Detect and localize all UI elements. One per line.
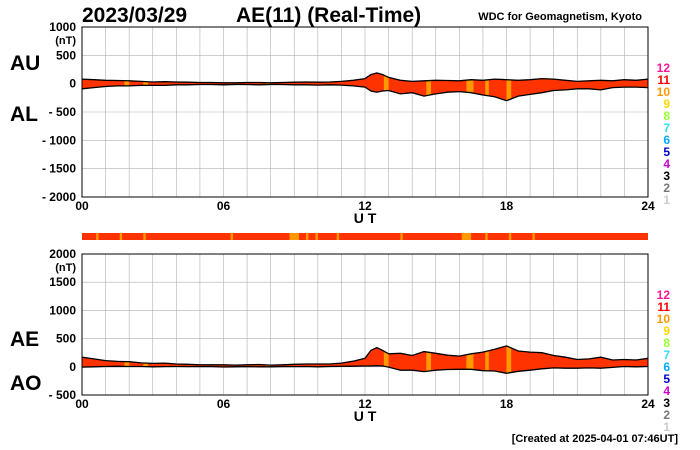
panel1-y-tick-label: 500	[56, 48, 76, 62]
panel1-y-tick-label: 1000	[49, 20, 76, 34]
status-strip-band	[336, 233, 340, 240]
created-timestamp: [Created at 2025-04-01 07:46UT]	[511, 433, 678, 445]
panel2-series-line-ae	[81, 345, 649, 366]
panel1-legend-label: 10	[657, 85, 671, 99]
panel1-x-tick-label: 00	[75, 199, 89, 213]
panel1-y-tick-label: - 1500	[42, 162, 76, 176]
panel1-legend-label: 9	[663, 97, 670, 111]
data-credit: WDC for Geomagnetism, Kyoto	[478, 11, 642, 23]
side-label-al: AL	[10, 103, 38, 126]
panel2-legend-label: 11	[657, 300, 670, 314]
panel1-y-tick-label: - 500	[49, 105, 77, 119]
panel1-legend-label: 8	[663, 109, 670, 123]
panel1-orange-band	[124, 80, 130, 86]
panel1-x-tick-label: 18	[500, 199, 514, 213]
panel1-legend-label: 2	[663, 181, 670, 195]
panel2-x-tick-label: 24	[641, 397, 655, 411]
status-strip-band	[508, 233, 512, 240]
status-strip-band	[306, 233, 309, 240]
panel2-orange-band	[426, 352, 432, 372]
panel1-series-line-al	[81, 83, 649, 102]
panel2-legend-label: 9	[663, 324, 670, 338]
panel2-orange-band	[485, 351, 489, 371]
panel1-y-tick-label: - 2000	[42, 190, 76, 204]
side-label-ao: AO	[10, 372, 42, 395]
panel2-y-tick-label: 1500	[49, 275, 76, 289]
panel1-orange-band	[143, 81, 149, 86]
chart-date: 2023/03/29	[82, 4, 188, 27]
panel1-orange-band	[466, 79, 474, 93]
status-strip-band	[400, 233, 403, 240]
panel2-x-tick-label: 06	[217, 397, 231, 411]
panel2-legend-label: 3	[663, 396, 670, 410]
panel2-legend-label: 4	[663, 384, 670, 398]
chart-title: AE(11) (Real-Time)	[236, 4, 422, 27]
panel1-orange-band	[506, 79, 512, 100]
panel1-legend-label: 7	[663, 121, 670, 135]
panel2-x-tick-label: 18	[500, 397, 514, 411]
panel2-legend-label: 2	[663, 408, 670, 422]
panel2-border	[81, 253, 649, 396]
status-strip-band	[143, 233, 146, 240]
panel2-y-tick-label: - 500	[49, 388, 77, 402]
panel2-y-unit: (nT)	[55, 262, 76, 274]
panel1-legend-label: 3	[663, 169, 670, 183]
status-strip-band	[289, 233, 299, 240]
panel1-orange-band	[426, 80, 432, 96]
panel1-legend-label: 11	[657, 73, 670, 87]
panel2-x-tick-label: 00	[75, 397, 89, 411]
panel1-border	[81, 26, 649, 198]
side-label-au: AU	[10, 52, 41, 75]
panel1-legend-label: 4	[663, 157, 670, 171]
panel2-legend-label: 1	[663, 420, 670, 434]
panel1-orange-band	[383, 76, 389, 91]
panel1-x-tick-label: 12	[358, 199, 372, 213]
panel1-x-tick-label: 06	[217, 199, 231, 213]
panel1-legend-label: 1	[663, 193, 670, 207]
side-label-ae: AE	[10, 328, 40, 351]
panel2-y-tick-label: 0	[69, 360, 76, 374]
panel2-orange-band	[265, 364, 271, 367]
panel1-x-axis-label: U T	[354, 210, 377, 226]
status-strip-band	[485, 233, 488, 240]
panel2-y-tick-label: 500	[56, 332, 76, 346]
panel2-orange-band	[383, 352, 389, 367]
status-strip-band	[315, 233, 318, 240]
panel2-legend-label: 7	[663, 348, 670, 362]
panel2-legend-label: 8	[663, 336, 670, 350]
panel2-x-tick-label: 12	[358, 397, 372, 411]
panel2-orange-band	[143, 363, 149, 367]
panel1-x-tick-label: 24	[641, 199, 655, 213]
panel1-series-line-au	[81, 72, 649, 84]
status-strip-band	[532, 233, 535, 240]
panel2-orange-band	[506, 346, 512, 373]
panel2-legend-label: 10	[657, 312, 671, 326]
panel1-orange-band	[265, 82, 271, 85]
panel2-x-axis-label: U T	[354, 408, 377, 424]
panel2-orange-band	[466, 354, 474, 370]
panel1-y-tick-label: 0	[69, 77, 76, 91]
status-strip-band	[230, 233, 233, 240]
status-strip-band	[119, 233, 123, 240]
panel2-y-tick-label: 2000	[49, 247, 76, 261]
panel2-legend-label: 5	[663, 372, 670, 386]
panel1-legend-label: 5	[663, 145, 670, 159]
status-strip	[82, 233, 648, 240]
panel2-legend-label: 12	[657, 288, 671, 302]
panel2-legend-label: 6	[663, 360, 670, 374]
panel2-series-line-ao	[81, 365, 649, 374]
panel2-orange-band	[124, 361, 130, 367]
status-strip-band	[96, 233, 99, 240]
panel2-y-tick-label: 1000	[49, 303, 76, 317]
panel1-legend-label: 6	[663, 133, 670, 147]
panel1-y-tick-label: - 1000	[42, 133, 76, 147]
status-strip-band	[461, 233, 472, 240]
panel1-y-unit: (nT)	[55, 35, 76, 47]
panel1-orange-band	[485, 79, 489, 96]
panel1-legend-label: 12	[657, 61, 671, 75]
